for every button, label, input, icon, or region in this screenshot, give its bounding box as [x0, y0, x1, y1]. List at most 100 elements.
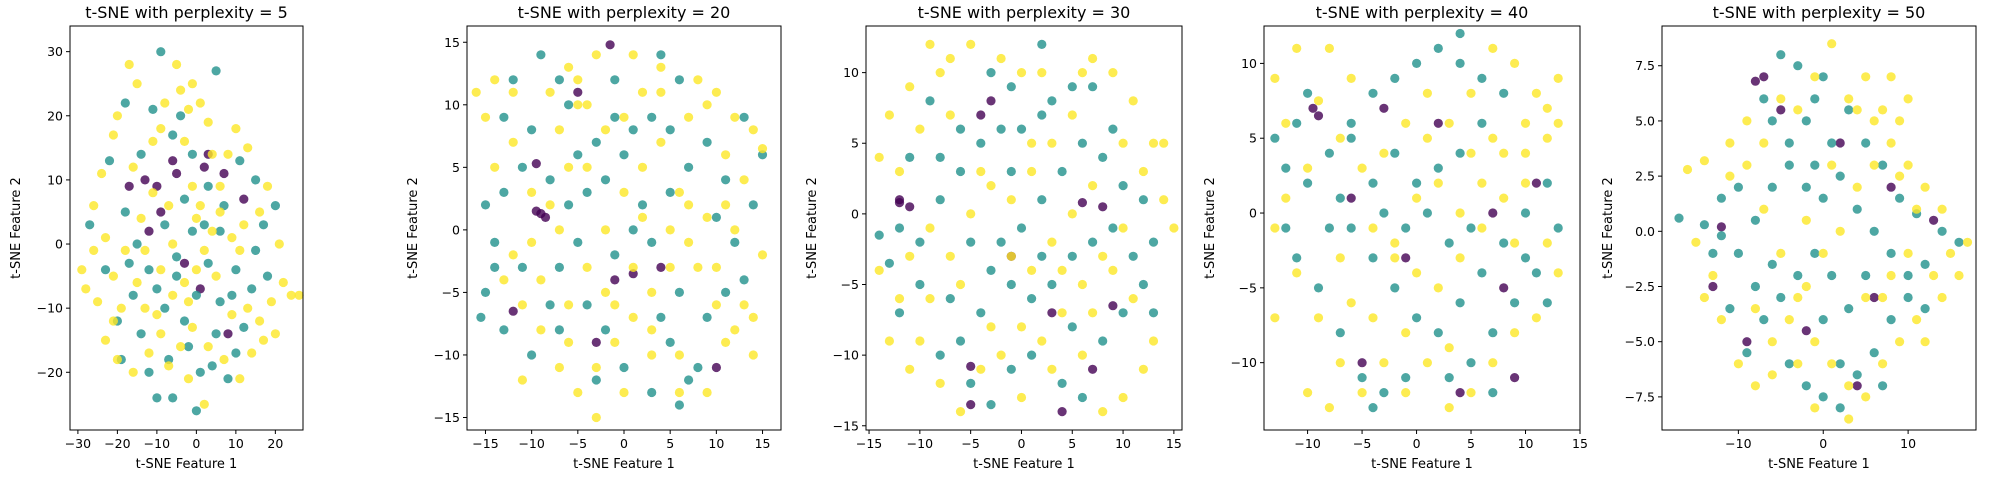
data-point	[1379, 388, 1389, 398]
data-point	[490, 75, 500, 85]
data-point	[573, 387, 583, 398]
data-point	[1118, 223, 1128, 233]
y-axis-label: t-SNE Feature 2	[1601, 177, 1616, 279]
data-point	[1390, 148, 1400, 158]
data-point	[610, 112, 620, 122]
data-point	[211, 329, 221, 339]
x-tick-label: 10	[1518, 436, 1534, 451]
data-point	[1903, 270, 1913, 281]
data-point	[684, 375, 694, 385]
x-axis-label: t-SNE Feature 1	[1371, 457, 1473, 472]
data-point	[1878, 105, 1888, 115]
data-point	[1801, 281, 1811, 292]
data-point	[1108, 68, 1118, 78]
data-point	[108, 316, 118, 326]
data-point	[628, 225, 638, 235]
data-point	[140, 175, 150, 185]
data-point	[1292, 253, 1302, 263]
data-point	[1844, 94, 1854, 104]
data-point	[1750, 304, 1760, 314]
data-point	[1827, 138, 1837, 148]
data-point	[1553, 73, 1563, 83]
data-point	[935, 68, 945, 78]
data-point	[247, 348, 257, 358]
data-point	[215, 297, 225, 307]
data-point	[1379, 208, 1389, 218]
series-0	[508, 40, 722, 373]
data-point	[243, 303, 253, 313]
data-point	[757, 144, 768, 154]
data-point	[1477, 73, 1487, 83]
data-point	[1750, 281, 1760, 292]
data-point	[1835, 171, 1845, 181]
data-point	[1148, 308, 1159, 318]
data-point	[1716, 315, 1726, 325]
data-point	[955, 279, 966, 290]
data-point	[656, 87, 666, 97]
chart-panel-1: −30 −20 −10 0 10 20 −20 −10 0 10 20 30 t-SNE with pe…	[9, 3, 304, 472]
data-point	[1067, 251, 1077, 261]
data-point	[1835, 138, 1845, 148]
data-point	[1929, 270, 1939, 281]
data-point	[136, 149, 146, 159]
chart-title: t-SNE with perplexity = 20	[518, 3, 731, 22]
data-point	[187, 322, 197, 332]
data-point	[490, 162, 500, 172]
data-point	[730, 225, 740, 235]
data-point	[945, 110, 955, 120]
data-point	[966, 209, 976, 219]
x-tick-label: 0	[1819, 436, 1827, 451]
data-point	[1455, 388, 1465, 398]
x-tick-label: −5	[569, 436, 587, 451]
data-point	[925, 223, 935, 233]
data-point	[711, 262, 722, 272]
plot-frame	[865, 25, 1183, 431]
data-point	[132, 239, 142, 249]
data-point	[1810, 160, 1820, 170]
data-point	[278, 277, 288, 288]
data-point	[1067, 209, 1077, 219]
data-point	[1733, 182, 1743, 192]
data-point	[1542, 178, 1552, 188]
data-point	[1027, 265, 1037, 275]
data-point	[1793, 105, 1803, 115]
data-point	[1281, 193, 1291, 203]
data-point	[564, 200, 574, 210]
data-point	[1776, 292, 1786, 303]
data-point	[172, 168, 182, 179]
data-point	[1292, 118, 1302, 128]
data-point	[1138, 166, 1148, 177]
data-point	[711, 300, 722, 310]
data-point	[168, 239, 178, 249]
data-point	[262, 271, 273, 281]
data-point	[195, 201, 205, 211]
data-point	[1401, 223, 1411, 233]
data-point	[136, 329, 146, 339]
data-point	[1488, 388, 1498, 398]
x-tick-label: 5	[666, 436, 674, 451]
data-point	[112, 354, 122, 365]
data-point	[1835, 403, 1845, 413]
data-point	[1088, 308, 1098, 318]
y-tick-label: 5.0	[1635, 113, 1655, 128]
y-tick-label: 0	[851, 206, 859, 221]
data-point	[1077, 279, 1087, 290]
x-tick-label: −5	[961, 436, 979, 451]
data-point	[195, 98, 205, 108]
data-point	[1037, 195, 1047, 205]
data-point	[996, 124, 1006, 134]
data-point	[1313, 96, 1324, 106]
data-point	[748, 200, 758, 210]
data-point	[1357, 373, 1367, 383]
chart-title: t-SNE with perplexity = 5	[85, 3, 288, 22]
data-point	[684, 112, 694, 122]
data-point	[1077, 350, 1087, 360]
data-point	[207, 149, 217, 159]
data-point	[1878, 160, 1888, 170]
data-point	[573, 100, 583, 110]
data-point	[647, 350, 657, 360]
data-point	[1767, 337, 1777, 347]
data-point	[986, 181, 996, 191]
data-point	[1138, 195, 1148, 205]
data-point	[1827, 160, 1837, 170]
